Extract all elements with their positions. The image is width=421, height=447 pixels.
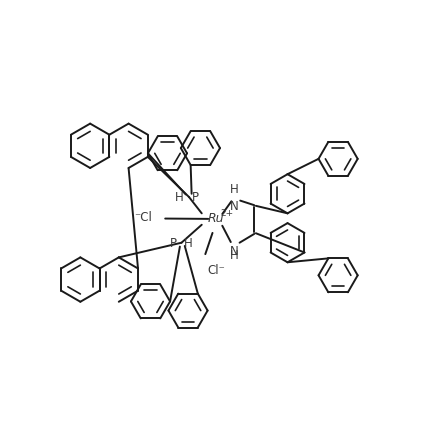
Text: ⁻Cl: ⁻Cl	[134, 211, 152, 224]
Text: N: N	[230, 200, 239, 213]
Text: Cl⁻: Cl⁻	[207, 264, 225, 277]
Text: 2+: 2+	[220, 210, 233, 219]
Text: P: P	[192, 191, 199, 204]
Text: H: H	[184, 237, 193, 250]
Text: H: H	[230, 183, 239, 196]
Text: P: P	[170, 237, 177, 250]
Text: N: N	[230, 245, 238, 257]
Text: Ru: Ru	[207, 212, 224, 225]
Text: H: H	[176, 191, 184, 204]
Text: H: H	[230, 249, 238, 261]
